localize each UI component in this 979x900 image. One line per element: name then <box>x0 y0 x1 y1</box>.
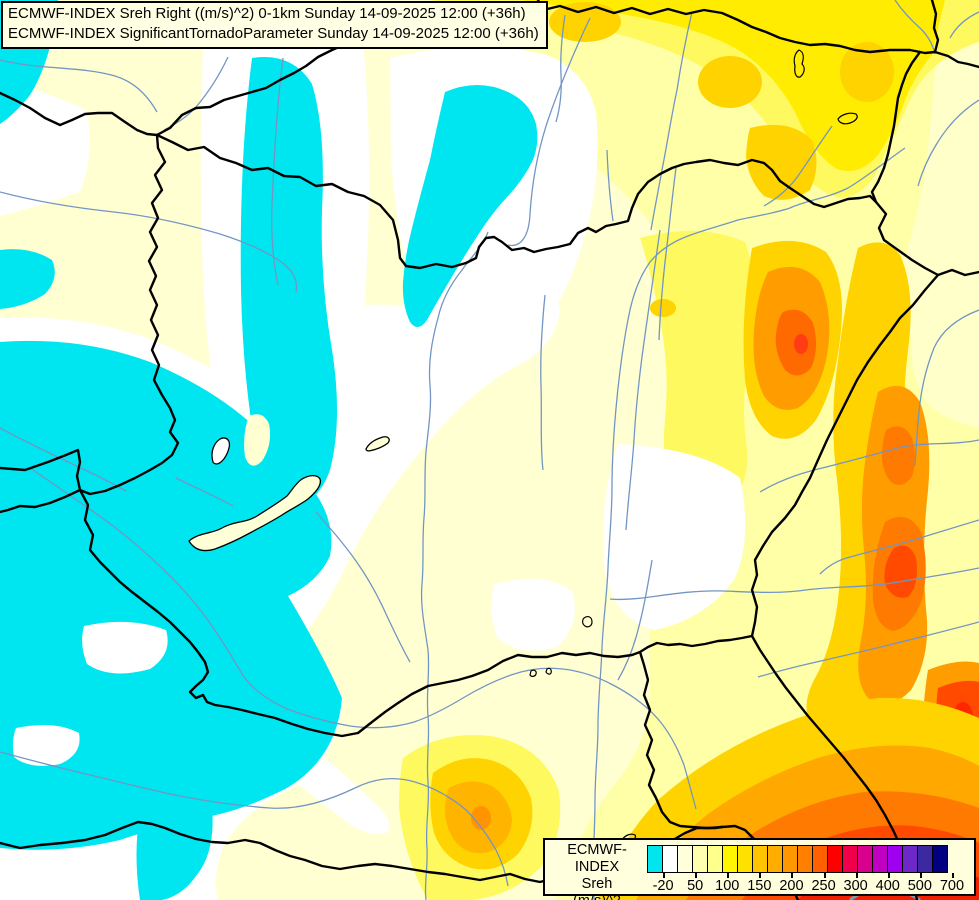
legend-color-cell <box>782 845 798 873</box>
legend-tick-labels: -20 50 100 150 200 250 300 400 500 700 <box>647 873 968 895</box>
legend-color-cell <box>797 845 813 873</box>
legend-color-cell <box>887 845 903 873</box>
legend-parameter-label: Sreh <box>581 876 613 892</box>
legend-color-cell <box>722 845 738 873</box>
legend-tick-label: 150 <box>747 878 772 894</box>
legend-tick-label: 500 <box>907 878 932 894</box>
legend-color-bar <box>647 845 948 873</box>
legend-color-cell <box>707 845 723 873</box>
legend-color-cell <box>737 845 753 873</box>
legend-color-cell <box>767 845 783 873</box>
legend-tick <box>887 873 890 878</box>
title-box: ECMWF-INDEX Sreh Right ((m/s)^2) 0-1km S… <box>1 1 548 49</box>
legend-tick-label: 300 <box>843 878 868 894</box>
legend-color-cell <box>902 845 918 873</box>
legend-color-cell <box>857 845 873 873</box>
legend-color-cell <box>662 845 678 873</box>
legend-product-label: ECMWF-INDEX <box>567 842 627 875</box>
lakes <box>188 436 390 552</box>
legend-box: ECMWF-INDEX Sreh (m/s)^2 -20 50 100 150 200 2… <box>543 838 976 900</box>
legend-color-cell <box>692 845 708 873</box>
legend-tick-label: 50 <box>687 878 704 894</box>
legend-tick <box>919 873 922 878</box>
legend-tick <box>695 873 698 878</box>
legend-color-cell <box>827 845 843 873</box>
title-line-1: ECMWF-INDEX Sreh Right ((m/s)^2) 0-1km S… <box>8 5 526 22</box>
legend-color-cell <box>677 845 693 873</box>
legend-color-cell <box>752 845 768 873</box>
legend-tick <box>823 873 826 878</box>
legend-tick-label: 250 <box>811 878 836 894</box>
legend-color-cell <box>647 845 663 873</box>
legend-tick <box>951 873 954 878</box>
legend-tick <box>663 873 666 878</box>
legend-units-label: (m/s)^2 <box>549 893 645 900</box>
title-line-2: ECMWF-INDEX SignificantTornadoParameter … <box>8 25 539 42</box>
legend-tick-label: -20 <box>652 878 674 894</box>
legend-tick <box>855 873 858 878</box>
lake-balaton-outline <box>188 474 321 552</box>
legend-tick-label: 100 <box>715 878 740 894</box>
legend-color-cell <box>917 845 933 873</box>
legend-tick <box>727 873 730 878</box>
lake-velence-outline <box>365 436 390 452</box>
legend-tick-label: 400 <box>875 878 900 894</box>
lake-ferto-outline <box>211 437 231 465</box>
legend-color-cell <box>932 845 948 873</box>
legend-tick-label: 700 <box>939 878 965 894</box>
legend-color-cell <box>872 845 888 873</box>
legend-color-cell <box>812 845 828 873</box>
legend-tick-label: 200 <box>779 878 804 894</box>
legend-tick <box>759 873 762 878</box>
legend-color-cell <box>842 845 858 873</box>
legend-tick <box>791 873 794 878</box>
